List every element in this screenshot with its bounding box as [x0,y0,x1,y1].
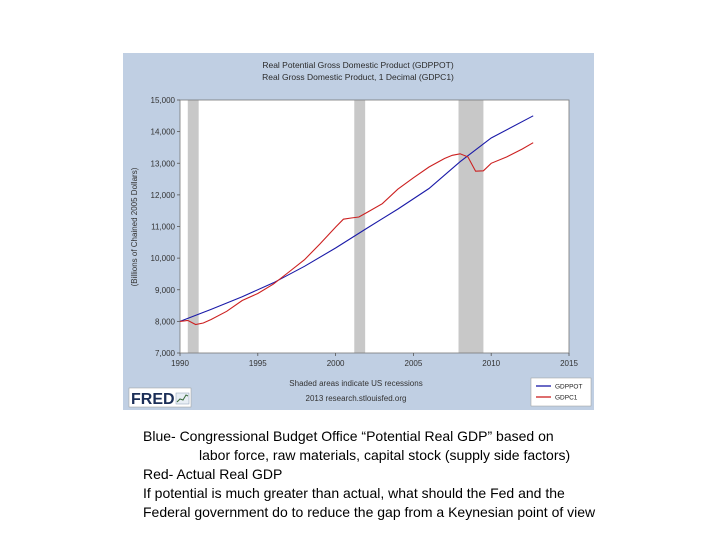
source-note: 2013 research.stlouisfed.org [306,394,407,403]
chart-svg: Real Potential Gross Domestic Product (G… [128,60,592,408]
y-tick-label: 13,000 [151,159,176,168]
fred-logo-graph-icon [175,392,190,405]
x-tick-label: 2010 [482,359,500,368]
recession-note: Shaded areas indicate US recessions [289,379,422,388]
x-tick-label: 2000 [327,359,345,368]
y-tick-label: 12,000 [151,191,176,200]
y-tick-label: 9,000 [155,286,176,295]
caption-line-1: Blue- Congressional Budget Office “Poten… [143,428,554,444]
y-tick-label: 11,000 [151,223,175,232]
recession-band-3 [458,100,484,353]
x-tick-label: 1990 [171,359,189,368]
plot-area [180,100,569,353]
series-line-gdppot [179,115,534,322]
fred-logo: FRED [128,387,192,408]
caption-line-2: labor force, raw materials, capital stoc… [199,447,571,463]
legend-box [530,377,592,407]
recession-shading [187,100,484,353]
axis-ticks: 7,000 8,000 9,000 10,000 11,000 12,000 13,000 1… [151,96,579,368]
caption-line-4: If potential is much greater than actual… [143,485,565,501]
recession-band-2 [354,100,366,353]
chart-title: Real Potential Gross Domestic Product (G… [262,60,453,70]
recession-band-1 [187,100,199,353]
y-tick-label: 14,000 [151,128,176,137]
fred-logo-text: FRED [131,391,175,408]
x-tick-label: 2015 [560,359,578,368]
y-axis-label: (Billions of Chained 2005 Dollars) [130,167,139,286]
y-tick-label: 8,000 [155,317,176,326]
caption-line-3: Red- Actual Real GDP [143,466,283,482]
series-lines [179,115,534,326]
fred-chart-panel: Real Potential Gross Domestic Product (G… [123,53,594,410]
legend-label-gdpc1: GDPC1 [555,395,578,402]
y-tick-label: 10,000 [151,254,176,263]
y-tick-label: 7,000 [155,349,176,358]
x-tick-label: 1995 [249,359,267,368]
series-line-gdpc1 [179,142,534,326]
legend-label-gdppot: GDPPOT [555,384,582,391]
x-tick-label: 2005 [405,359,423,368]
chart-subtitle: Real Gross Domestic Product, 1 Decimal (… [262,72,454,82]
caption-line-5: Federal government do to reduce the gap … [143,504,596,520]
legend: GDPPOT GDPC1 [530,377,592,407]
y-tick-label: 15,000 [151,96,176,105]
